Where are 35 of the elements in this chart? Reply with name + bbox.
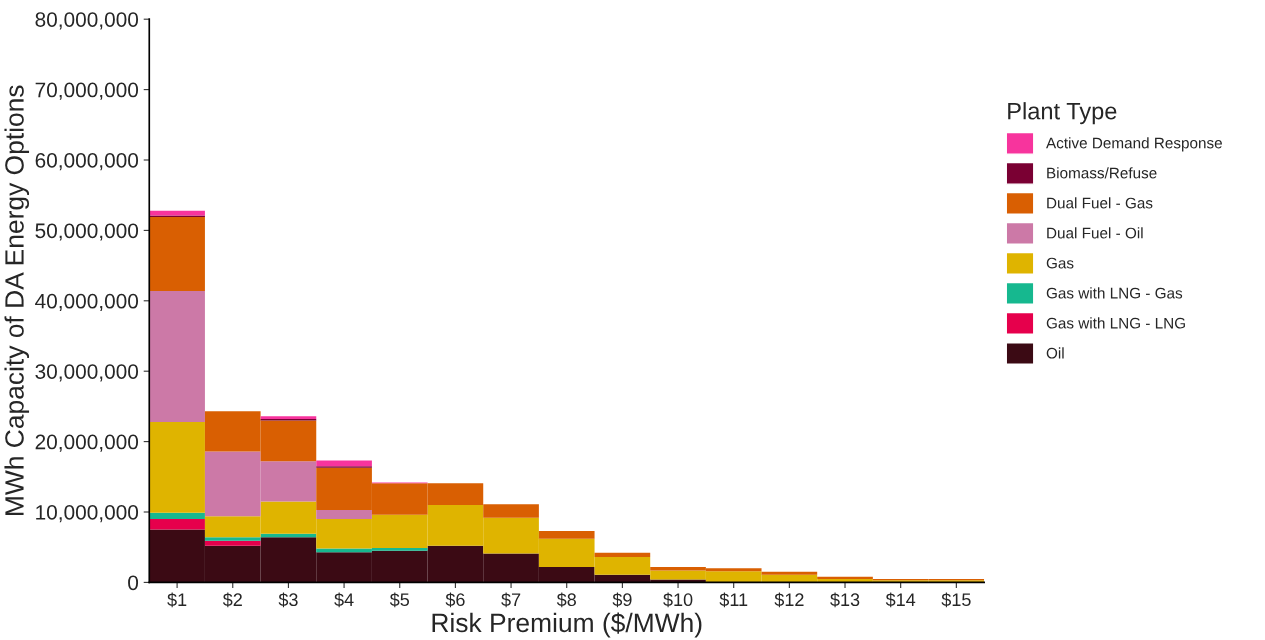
x-tick-label: $7 bbox=[501, 592, 521, 608]
y-tick-label: 0 bbox=[128, 575, 139, 591]
y-tick-label: 50,000,000 bbox=[35, 223, 139, 241]
y-tick-label: 40,000,000 bbox=[35, 293, 139, 312]
legend-label: Biomass/Refuse bbox=[1047, 167, 1157, 179]
x-tick-label: $2 bbox=[222, 592, 242, 608]
legend-label: Dual Fuel - Oil bbox=[1047, 227, 1143, 239]
x-tick-label: $14 bbox=[885, 592, 916, 608]
x-tick-label: $1 bbox=[167, 592, 187, 608]
y-tick-label: 30,000,000 bbox=[35, 364, 139, 382]
y-axis-title: MWh Capacity of DA Energy Options bbox=[4, 85, 30, 515]
legend-label: Oil bbox=[1046, 347, 1064, 359]
legend-label: Gas with LNG - Gas bbox=[1046, 287, 1183, 299]
x-tick-label: $6 bbox=[445, 592, 465, 608]
y-tick-label: 60,000,000 bbox=[35, 153, 139, 171]
x-tick-label: $12 bbox=[774, 592, 804, 608]
x-axis-title: Risk Premium ($/MWh) bbox=[432, 612, 702, 638]
x-tick-label: $4 bbox=[334, 592, 354, 608]
x-tick-label: $9 bbox=[612, 592, 632, 608]
x-tick-label: $5 bbox=[389, 592, 410, 608]
x-tick-label: $3 bbox=[278, 592, 298, 608]
y-tick-label: 70,000,000 bbox=[35, 82, 139, 100]
y-tick-label: 10,000,000 bbox=[36, 505, 139, 523]
legend-title: Plant Type bbox=[1008, 102, 1117, 125]
legend-label: Dual Fuel - Gas bbox=[1047, 197, 1153, 209]
legend-label: Gas bbox=[1046, 257, 1074, 269]
x-tick-label: $15 bbox=[941, 592, 971, 608]
y-tick-label: 20,000,000 bbox=[35, 434, 139, 452]
y-tick-label: 80,000,000 bbox=[35, 12, 139, 30]
legend-label: Active Demand Response bbox=[1046, 137, 1222, 152]
x-tick-label: $8 bbox=[556, 592, 576, 608]
x-tick-label: $13 bbox=[830, 592, 860, 608]
x-tick-label: $10 bbox=[663, 592, 693, 608]
legend-label: Gas with LNG - LNG bbox=[1046, 317, 1185, 329]
x-tick-label: $11 bbox=[719, 592, 748, 608]
